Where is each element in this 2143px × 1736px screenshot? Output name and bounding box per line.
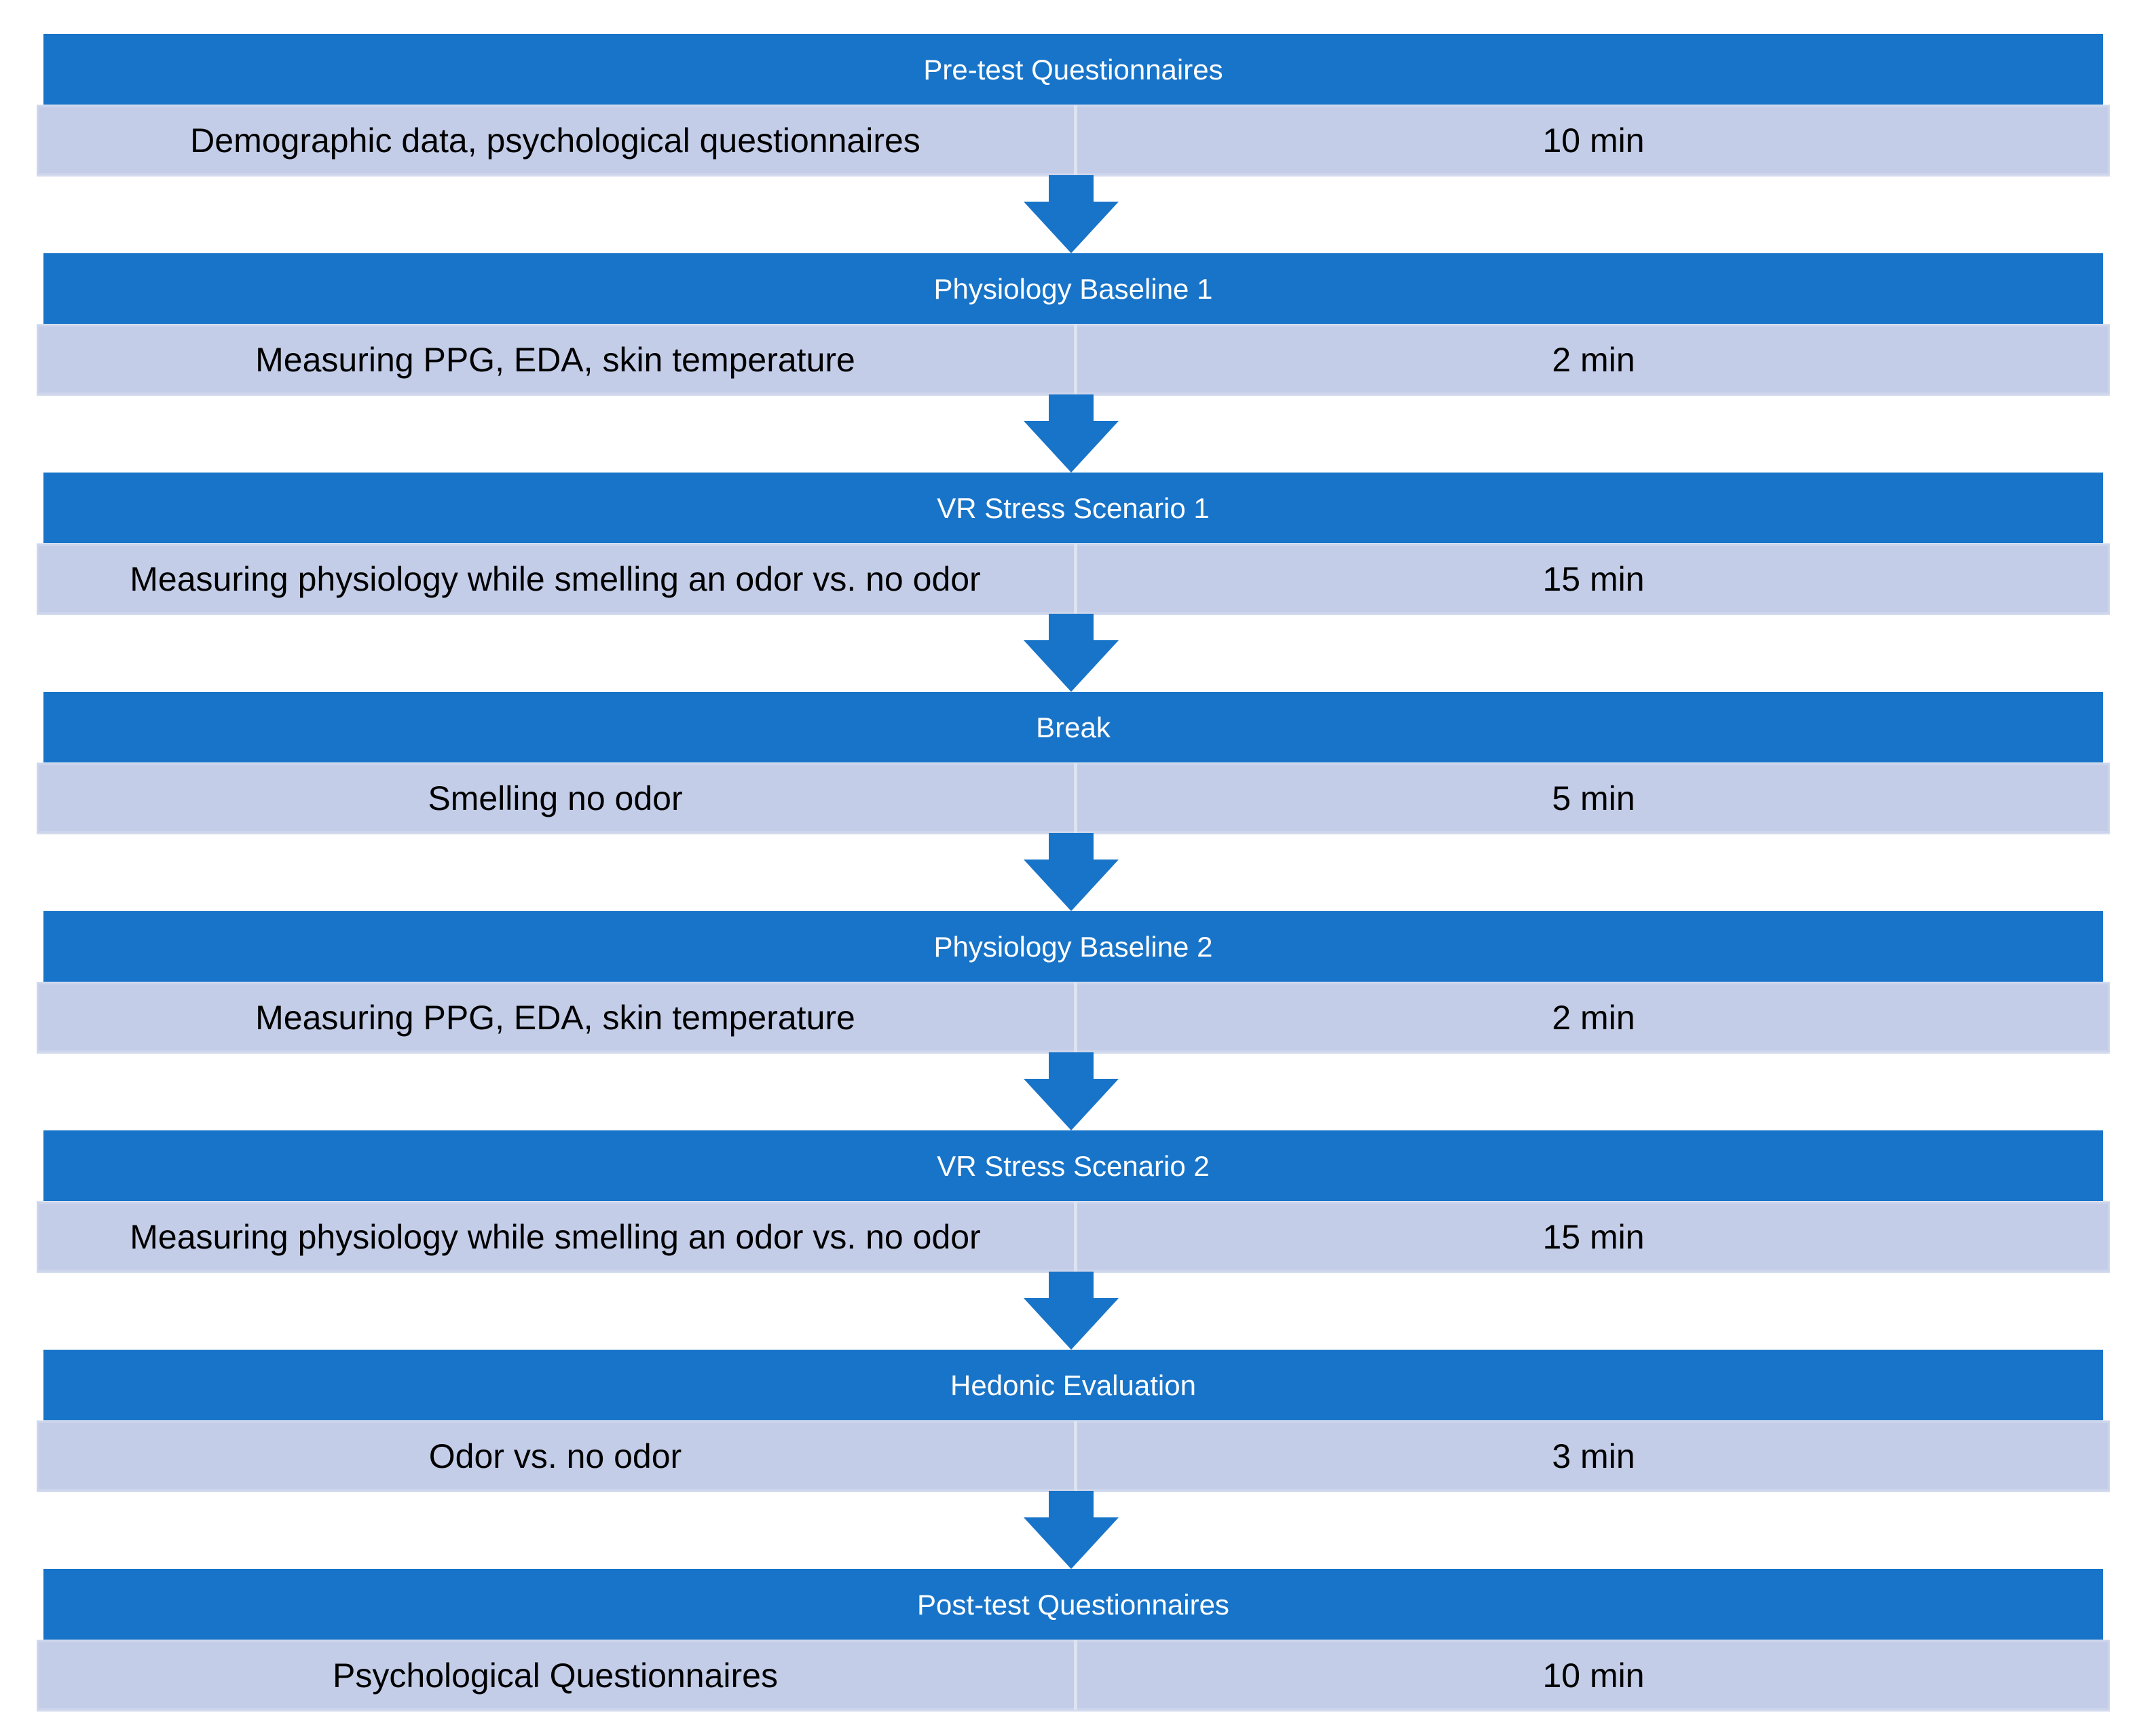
step-activity: Smelling no odor bbox=[37, 763, 1077, 833]
flow-arrow bbox=[37, 1052, 2110, 1130]
step-activity: Measuring PPG, EDA, skin temperature bbox=[37, 982, 1077, 1052]
flow-arrow bbox=[37, 1272, 2110, 1350]
arrow-down-icon bbox=[1024, 614, 1119, 692]
step-activity: Measuring PPG, EDA, skin temperature bbox=[37, 325, 1077, 394]
flow-arrow bbox=[37, 394, 2110, 473]
step-detail-row: Demographic data, psychological question… bbox=[37, 105, 2110, 175]
step-title: Post-test Questionnaires bbox=[43, 1569, 2103, 1640]
step-pre-test-questionnaires: Pre-test Questionnaires Demographic data… bbox=[37, 34, 2110, 175]
step-vr-stress-scenario-2: VR Stress Scenario 2 Measuring physiolog… bbox=[37, 1130, 2110, 1272]
arrow-down-icon bbox=[1024, 833, 1119, 911]
step-detail-row: Smelling no odor 5 min bbox=[37, 763, 2110, 833]
step-activity: Psychological Questionnaires bbox=[37, 1640, 1077, 1710]
step-post-test-questionnaires: Post-test Questionnaires Psychological Q… bbox=[37, 1569, 2110, 1710]
step-duration: 10 min bbox=[1542, 1656, 1645, 1695]
step-duration: 2 min bbox=[1552, 998, 1635, 1037]
step-activity: Measuring physiology while smelling an o… bbox=[37, 544, 1077, 614]
step-physiology-baseline-1: Physiology Baseline 1 Measuring PPG, EDA… bbox=[37, 253, 2110, 394]
step-duration: 10 min bbox=[1542, 121, 1645, 160]
step-title: Physiology Baseline 2 bbox=[43, 911, 2103, 982]
step-detail-row: Psychological Questionnaires 10 min bbox=[37, 1640, 2110, 1710]
flowchart: Pre-test Questionnaires Demographic data… bbox=[37, 34, 2110, 1710]
step-title: Hedonic Evaluation bbox=[43, 1350, 2103, 1421]
flow-arrow bbox=[37, 614, 2110, 692]
step-duration: 15 min bbox=[1542, 559, 1645, 598]
arrow-down-icon bbox=[1024, 394, 1119, 473]
step-detail-row: Measuring PPG, EDA, skin temperature 2 m… bbox=[37, 325, 2110, 394]
arrow-down-icon bbox=[1024, 1491, 1119, 1569]
step-vr-stress-scenario-1: VR Stress Scenario 1 Measuring physiolog… bbox=[37, 473, 2110, 614]
arrow-down-icon bbox=[1024, 1052, 1119, 1130]
step-title: VR Stress Scenario 2 bbox=[43, 1130, 2103, 1202]
step-detail-row: Measuring physiology while smelling an o… bbox=[37, 1202, 2110, 1272]
step-duration: 2 min bbox=[1552, 340, 1635, 379]
step-activity: Measuring physiology while smelling an o… bbox=[37, 1202, 1077, 1272]
step-hedonic-evaluation: Hedonic Evaluation Odor vs. no odor 3 mi… bbox=[37, 1350, 2110, 1491]
arrow-down-icon bbox=[1024, 175, 1119, 253]
step-duration: 5 min bbox=[1552, 779, 1635, 817]
step-title: VR Stress Scenario 1 bbox=[43, 473, 2103, 544]
flow-arrow bbox=[37, 175, 2110, 253]
step-break: Break Smelling no odor 5 min bbox=[37, 692, 2110, 833]
step-title: Physiology Baseline 1 bbox=[43, 253, 2103, 325]
arrow-down-icon bbox=[1024, 1272, 1119, 1350]
step-duration: 15 min bbox=[1542, 1217, 1645, 1256]
step-title: Pre-test Questionnaires bbox=[43, 34, 2103, 105]
step-detail-row: Measuring PPG, EDA, skin temperature 2 m… bbox=[37, 982, 2110, 1052]
step-detail-row: Odor vs. no odor 3 min bbox=[37, 1421, 2110, 1491]
step-physiology-baseline-2: Physiology Baseline 2 Measuring PPG, EDA… bbox=[37, 911, 2110, 1052]
step-activity: Odor vs. no odor bbox=[37, 1421, 1077, 1491]
flow-arrow bbox=[37, 1491, 2110, 1569]
step-duration: 3 min bbox=[1552, 1437, 1635, 1475]
flow-arrow bbox=[37, 833, 2110, 911]
step-detail-row: Measuring physiology while smelling an o… bbox=[37, 544, 2110, 614]
step-activity: Demographic data, psychological question… bbox=[37, 105, 1077, 175]
step-title: Break bbox=[43, 692, 2103, 763]
